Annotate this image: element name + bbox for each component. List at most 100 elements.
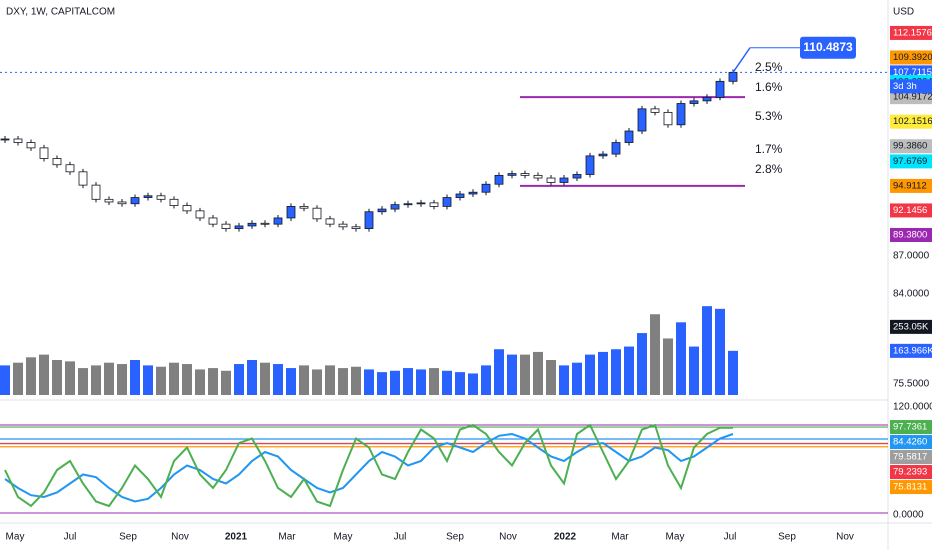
- candle: [65, 164, 75, 173]
- candle: [494, 174, 504, 185]
- candle: [273, 217, 283, 225]
- price-label-bg: [890, 227, 932, 242]
- volume-bar: [247, 360, 257, 395]
- x-tick-label: May: [666, 532, 685, 543]
- y-tick-label: 0.0000: [893, 510, 924, 521]
- x-tick-label: Jul: [64, 532, 77, 543]
- candle: [91, 184, 101, 200]
- x-tick-label: Jul: [724, 532, 737, 543]
- volume-label: 163.966K: [893, 345, 932, 356]
- candle: [169, 198, 179, 206]
- candle: [104, 198, 114, 203]
- x-tick-label: Mar: [611, 532, 629, 543]
- annotation: 2.5%: [755, 60, 783, 74]
- volume-bar: [65, 361, 75, 395]
- volume-bar: [663, 338, 673, 395]
- candle: [13, 138, 23, 143]
- candle: [728, 72, 738, 82]
- candle: [585, 155, 595, 175]
- candle: [260, 222, 270, 225]
- volume-bar: [299, 365, 309, 395]
- candle: [312, 207, 322, 220]
- candle: [351, 226, 361, 229]
- x-tick-label: Nov: [171, 532, 189, 543]
- osc-label: 79.5817: [893, 452, 927, 463]
- candle: [598, 153, 608, 157]
- osc-label-bg: [890, 420, 932, 435]
- x-tick-label: 2021: [225, 532, 248, 543]
- volume-bar: [676, 322, 686, 395]
- osc-label: 75.8131: [893, 482, 927, 493]
- volume-bar: [325, 365, 335, 395]
- volume-bar: [650, 314, 660, 395]
- volume-bar: [715, 308, 725, 395]
- price-label: 112.1576: [893, 27, 932, 38]
- volume-bar: [455, 372, 465, 395]
- candle: [0, 138, 10, 141]
- candle: [26, 142, 36, 149]
- target-label: 110.4873: [803, 40, 853, 54]
- candle: [637, 108, 647, 132]
- osc-label-bg: [890, 450, 932, 465]
- volume-bar: [286, 368, 296, 395]
- volume-bar: [0, 365, 10, 395]
- volume-bar: [507, 354, 517, 395]
- target-line: [732, 47, 751, 73]
- osc-line: [4, 432, 734, 503]
- volume-bar: [39, 354, 49, 395]
- price-label-bg: [890, 178, 932, 193]
- candle: [247, 222, 257, 227]
- volume-bar: [559, 365, 569, 395]
- candle: [156, 195, 166, 200]
- candle: [208, 217, 218, 225]
- volume-bar: [481, 365, 491, 395]
- volume-bar: [546, 360, 556, 395]
- x-tick-label: Mar: [278, 532, 296, 543]
- price-label: 94.9112: [893, 180, 927, 191]
- volume-bar: [234, 364, 244, 395]
- volume-bar: [78, 368, 88, 395]
- candle: [130, 197, 140, 205]
- price-label-bg: [890, 50, 932, 65]
- volume-bar: [702, 306, 712, 395]
- volume-bar: [468, 373, 478, 395]
- volume-bar: [130, 360, 140, 395]
- price-label-bg: [890, 154, 932, 169]
- volume-label-bg: [890, 343, 932, 358]
- candle: [403, 203, 413, 206]
- candle: [663, 111, 673, 126]
- title: DXY, 1W, CAPITALCOM: [6, 7, 115, 18]
- volume-bar: [143, 365, 153, 395]
- price-label: 97.6769: [893, 156, 927, 167]
- price-label: 109.3920: [893, 52, 932, 63]
- y-tick-label: 87.0000: [893, 251, 930, 262]
- candle: [572, 174, 582, 179]
- price-label-bg: [890, 25, 932, 40]
- volume-bar: [598, 351, 608, 395]
- volume-bar: [195, 369, 205, 395]
- countdown: 3d 3h: [893, 81, 917, 92]
- price-label: 102.1516: [893, 116, 932, 127]
- volume-bar: [104, 362, 114, 395]
- volume-bar: [13, 362, 23, 395]
- annotation: 1.6%: [755, 80, 783, 94]
- volume-bar: [377, 372, 387, 395]
- x-tick-label: Sep: [778, 532, 796, 543]
- candle: [676, 103, 686, 126]
- candle: [286, 206, 296, 219]
- price-label-bg: [890, 114, 932, 129]
- candle: [507, 173, 517, 176]
- candle: [611, 142, 621, 155]
- candle: [364, 211, 374, 229]
- volume-bar: [520, 354, 530, 395]
- price-label: 107.7115: [893, 67, 932, 78]
- candle: [221, 223, 231, 229]
- volume-bar: [637, 333, 647, 395]
- candle: [234, 225, 244, 229]
- candle: [325, 218, 335, 225]
- candle: [182, 205, 192, 212]
- candle: [377, 208, 387, 213]
- annotation: 1.7%: [755, 142, 783, 156]
- x-tick-label: Sep: [119, 532, 137, 543]
